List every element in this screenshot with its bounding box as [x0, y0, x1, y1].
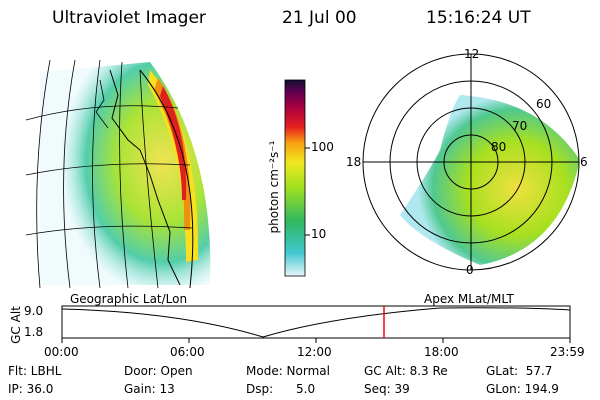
colorbar-tick-10: 10 — [311, 227, 327, 241]
lat-label-70: 70 — [512, 119, 528, 133]
timeline-xtick-2: 12:00 — [297, 345, 332, 359]
info-door: Door: Open — [124, 364, 193, 378]
timeline-xtick-1: 06:00 — [170, 345, 205, 359]
geographic-caption: Geographic Lat/Lon — [70, 292, 188, 306]
info-dsp: Dsp: 5.0 — [246, 382, 316, 396]
info-glon: GLon: 194.9 — [486, 382, 559, 396]
mlt-label-18: 18 — [346, 155, 362, 169]
time-label: 15:16:24 UT — [426, 8, 531, 28]
mlt-label-12: 12 — [464, 47, 480, 61]
info-gcalt: GC Alt: 8.3 Re — [364, 364, 448, 378]
timeline-xtick-4: 23:59 — [550, 345, 585, 359]
colorbar-tick-100: 100 — [311, 140, 334, 154]
info-flt: Flt: LBHL — [8, 364, 62, 378]
instrument-title: Ultraviolet Imager — [52, 8, 206, 28]
date-label: 21 Jul 00 — [282, 8, 357, 28]
info-seq: Seq: 39 — [364, 382, 410, 396]
polar-caption: Apex MLat/MLT — [424, 292, 514, 306]
mlt-label-6: 6 — [580, 155, 588, 169]
info-mode: Mode: Normal — [246, 364, 330, 378]
info-glat: GLat: 57.7 — [486, 364, 553, 378]
info-gain: Gain: 13 — [124, 382, 175, 396]
timeline-xtick-0: 00:00 — [44, 345, 79, 359]
timeline-ytick-max: 9.0 — [24, 304, 44, 318]
lat-label-60: 60 — [536, 97, 552, 111]
info-ip: IP: 36.0 — [8, 382, 54, 396]
timeline-ytick-min: 1.8 — [24, 325, 44, 339]
mlt-label-0: 0 — [466, 263, 474, 277]
timeline-xtick-3: 18:00 — [424, 345, 459, 359]
lat-label-80: 80 — [491, 140, 507, 154]
